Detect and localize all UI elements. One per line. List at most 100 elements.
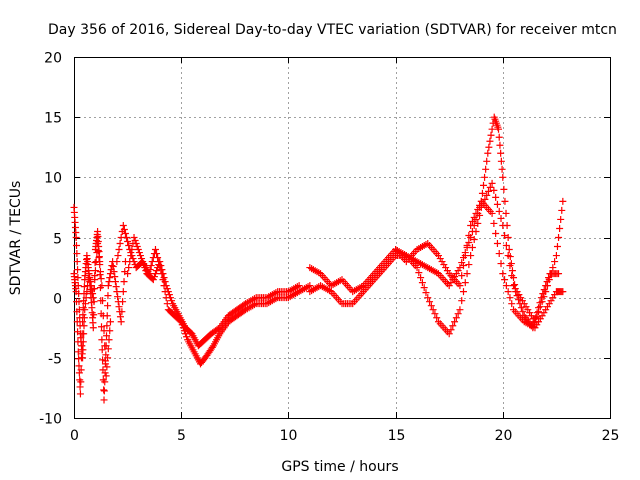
data-point <box>116 313 124 321</box>
data-point <box>417 274 425 282</box>
data-point <box>553 243 561 251</box>
data-point <box>125 264 133 272</box>
data-point <box>487 131 495 139</box>
data-point <box>114 252 122 260</box>
data-point <box>556 224 564 232</box>
data-point <box>413 264 421 272</box>
data-point <box>133 243 141 251</box>
data-point <box>109 263 117 271</box>
data-point <box>105 278 113 286</box>
data-point <box>485 143 493 151</box>
data-point <box>90 298 98 306</box>
chart-title: Day 356 of 2016, Sidereal Day-to-day VTE… <box>48 22 617 38</box>
data-point <box>98 336 106 344</box>
data-point <box>445 330 453 338</box>
data-point <box>164 288 172 296</box>
data-point <box>481 195 489 203</box>
data-point <box>80 322 88 330</box>
data-point <box>101 378 109 386</box>
data-point <box>497 260 505 268</box>
data-point <box>483 191 491 199</box>
data-point <box>551 258 559 266</box>
data-point <box>472 227 480 235</box>
series-arc-7 <box>392 197 567 332</box>
data-point <box>478 189 486 197</box>
data-point <box>458 272 466 280</box>
data-point <box>146 266 154 274</box>
data-point <box>549 264 557 272</box>
data-point <box>89 324 97 332</box>
data-point <box>80 283 88 291</box>
data-point <box>558 206 566 214</box>
data-point <box>82 294 90 302</box>
data-point <box>119 221 127 229</box>
data-point <box>90 311 98 319</box>
data-point <box>465 261 473 269</box>
data-point <box>427 302 435 310</box>
y-tick-label: 10 <box>44 171 62 187</box>
data-point <box>559 288 567 296</box>
data-point <box>499 221 507 229</box>
data-point <box>483 157 491 165</box>
data-point <box>496 141 504 149</box>
data-point <box>86 278 94 286</box>
data-point <box>130 234 138 241</box>
y-tick-label: 20 <box>44 51 62 67</box>
data-point <box>467 221 475 229</box>
data-point <box>166 294 174 302</box>
y-tick-label: -5 <box>48 352 62 368</box>
y-tick-label: -10 <box>39 412 62 428</box>
data-point <box>502 242 510 250</box>
data-point <box>488 125 496 133</box>
series-arc-6 <box>306 179 567 338</box>
data-point <box>80 314 88 322</box>
data-point <box>492 229 500 237</box>
data-point <box>106 274 114 282</box>
data-point <box>433 314 441 322</box>
data-point <box>156 258 164 266</box>
data-point <box>151 270 159 278</box>
data-point <box>119 288 127 296</box>
data-point <box>115 246 123 254</box>
data-point <box>101 342 109 350</box>
data-point <box>463 270 471 278</box>
data-point <box>98 323 106 331</box>
data-point <box>96 261 104 269</box>
data-point <box>73 258 81 266</box>
data-point <box>415 269 423 277</box>
data-point <box>181 330 189 338</box>
data-point <box>104 302 112 310</box>
data-point <box>474 205 482 213</box>
data-point <box>81 300 89 308</box>
data-point <box>74 348 82 356</box>
data-point <box>104 345 112 353</box>
data-point <box>124 238 132 246</box>
data-point <box>420 284 428 292</box>
data-point <box>100 387 108 395</box>
data-point <box>83 288 91 296</box>
data-point <box>542 288 550 296</box>
data-point <box>120 225 128 233</box>
data-point <box>463 242 471 250</box>
data-point <box>147 262 155 270</box>
data-point <box>468 217 476 225</box>
data-point <box>98 346 106 354</box>
data-point <box>81 306 89 314</box>
x-tick-label: 15 <box>388 428 406 444</box>
data-point <box>104 292 112 300</box>
y-tick-label: 0 <box>53 292 62 308</box>
data-point <box>449 322 457 330</box>
data-point <box>168 297 176 305</box>
data-point <box>476 211 484 219</box>
series-arc-4 <box>124 234 303 350</box>
data-point <box>121 229 129 237</box>
data-point <box>502 209 510 217</box>
data-point <box>490 219 498 227</box>
data-point <box>495 125 503 133</box>
data-point <box>119 298 127 306</box>
data-point <box>150 273 158 281</box>
data-point <box>85 270 93 278</box>
data-point <box>108 262 116 270</box>
data-point <box>506 262 514 270</box>
data-point <box>80 330 88 338</box>
